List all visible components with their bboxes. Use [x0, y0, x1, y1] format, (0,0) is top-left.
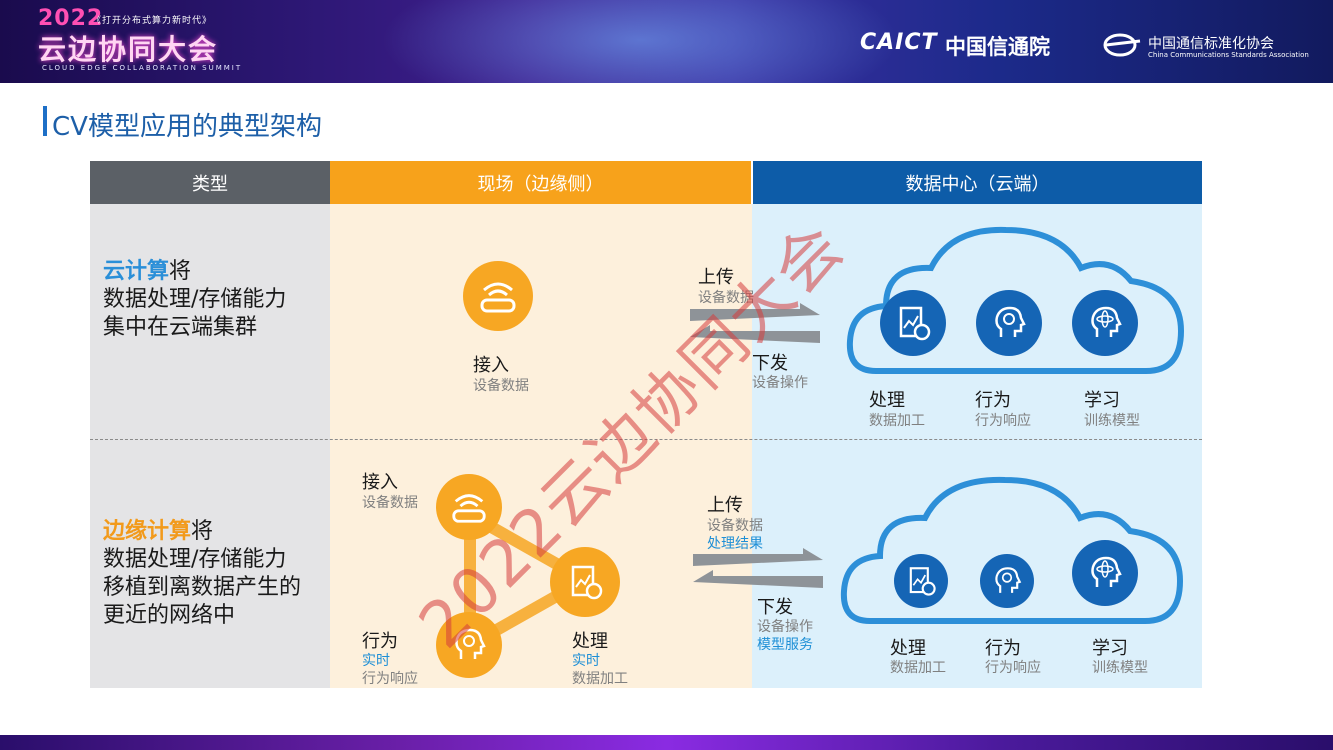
cloud-computing-keyword: 云计算 — [103, 259, 170, 284]
desc-line: 集中在云端集群 — [103, 315, 258, 340]
row2-access-label: 接入 — [362, 472, 398, 493]
edge-computing-keyword: 边缘计算 — [103, 519, 192, 544]
row2-process-tag: 实时 — [572, 653, 600, 669]
row1-cloud-behavior-sub: 行为响应 — [975, 413, 1031, 429]
head-bulb-icon — [976, 290, 1042, 356]
header-edge: 现场（边缘侧） — [330, 161, 751, 204]
banner-glow — [380, 0, 900, 83]
row2-download-sub: 设备操作 — [757, 619, 813, 635]
row2-behavior-tag: 实时 — [362, 653, 390, 669]
row2-download-extra: 模型服务 — [757, 637, 813, 653]
row2-cloud-process-label: 处理 — [890, 638, 926, 659]
edge-router-icon — [436, 474, 502, 540]
cloud-shape — [840, 476, 1184, 624]
summit-logo-subtitle: CLOUD EDGE COLLABORATION SUMMIT — [42, 64, 243, 72]
row2-upload-label: 上传 — [707, 495, 743, 516]
row2-cloud-learn-label: 学习 — [1092, 638, 1128, 659]
summit-logo-year: 2022 — [38, 6, 104, 31]
row1-cloud-process-label: 处理 — [869, 390, 905, 411]
row2-upload-extra: 处理结果 — [707, 536, 763, 552]
row1-cloud-learn-sub: 训练模型 — [1084, 413, 1140, 429]
row2-behavior-sub: 行为响应 — [362, 671, 418, 687]
desc-line: 移植到离数据产生的 — [103, 575, 302, 600]
data-processing-icon — [894, 554, 948, 608]
row1-access-label: 接入 — [473, 355, 509, 376]
cloud-computing-description: 云计算将 数据处理/存储能力 集中在云端集群 — [103, 258, 286, 342]
row2-cloud-learn-sub: 训练模型 — [1092, 660, 1148, 676]
caict-logo: CAICT — [860, 30, 938, 55]
row1-upload-sub: 设备数据 — [698, 290, 754, 306]
row2-process-label: 处理 — [572, 631, 608, 652]
head-bulb-icon — [980, 554, 1034, 608]
row2-behavior-label: 行为 — [362, 631, 398, 652]
data-processing-icon — [880, 290, 946, 356]
row2-download-label: 下发 — [757, 597, 793, 618]
row1-cloud-behavior-label: 行为 — [975, 390, 1011, 411]
head-atom-icon — [1072, 540, 1138, 606]
slide-title: CV模型应用的典型架构 — [52, 112, 322, 142]
row1-download-label: 下发 — [752, 353, 788, 374]
row-divider — [90, 439, 1202, 440]
ccsa-logo-icon — [1103, 33, 1141, 57]
caict-name: 中国信通院 — [945, 35, 1050, 59]
summit-logo-slogan: 《打开分布式算力新时代》 — [92, 16, 213, 26]
cloud-shape — [846, 226, 1185, 374]
row1-exchange-arrows — [690, 303, 820, 343]
title-accent-bar — [43, 106, 47, 136]
desc-line: 数据处理/存储能力 — [103, 547, 287, 572]
edge-computing-description: 边缘计算将 数据处理/存储能力 移植到离数据产生的 更近的网络中 — [103, 518, 301, 630]
row1-access-sub: 设备数据 — [473, 378, 529, 394]
row2-access-sub: 设备数据 — [362, 495, 418, 511]
header-cloud: 数据中心（云端） — [753, 161, 1202, 204]
router-icon — [463, 261, 533, 331]
desc-line: 更近的网络中 — [103, 603, 236, 628]
row1-cloud-learn-label: 学习 — [1084, 390, 1120, 411]
type-column-bg — [90, 204, 330, 688]
edge-head-bulb-icon — [436, 612, 502, 678]
row2-exchange-arrows — [693, 548, 823, 588]
bottom-banner — [0, 735, 1333, 750]
row1-download-sub: 设备操作 — [752, 375, 808, 391]
edge-data-processing-icon — [550, 547, 620, 617]
row2-cloud-behavior-label: 行为 — [985, 638, 1021, 659]
row2-cloud-behavior-sub: 行为响应 — [985, 660, 1041, 676]
top-banner: 2022 《打开分布式算力新时代》 云边协同大会 CLOUD EDGE COLL… — [0, 0, 1333, 83]
head-atom-icon — [1072, 290, 1138, 356]
row2-cloud-process-sub: 数据加工 — [890, 660, 946, 676]
row1-cloud-process-sub: 数据加工 — [869, 413, 925, 429]
summit-logo-title: 云边协同大会 — [38, 33, 219, 66]
ccsa-name: 中国通信标准化协会 — [1148, 36, 1274, 52]
desc-text: 将 — [169, 259, 192, 284]
row2-upload-sub: 设备数据 — [707, 518, 763, 534]
desc-text: 将 — [191, 519, 214, 544]
cloud-column-bg — [752, 204, 1202, 688]
desc-line: 数据处理/存储能力 — [103, 287, 287, 312]
ccsa-name-en: China Communications Standards Associati… — [1148, 51, 1309, 59]
row1-upload-label: 上传 — [698, 267, 734, 288]
row2-process-sub: 数据加工 — [572, 671, 628, 687]
header-type: 类型 — [90, 161, 330, 204]
